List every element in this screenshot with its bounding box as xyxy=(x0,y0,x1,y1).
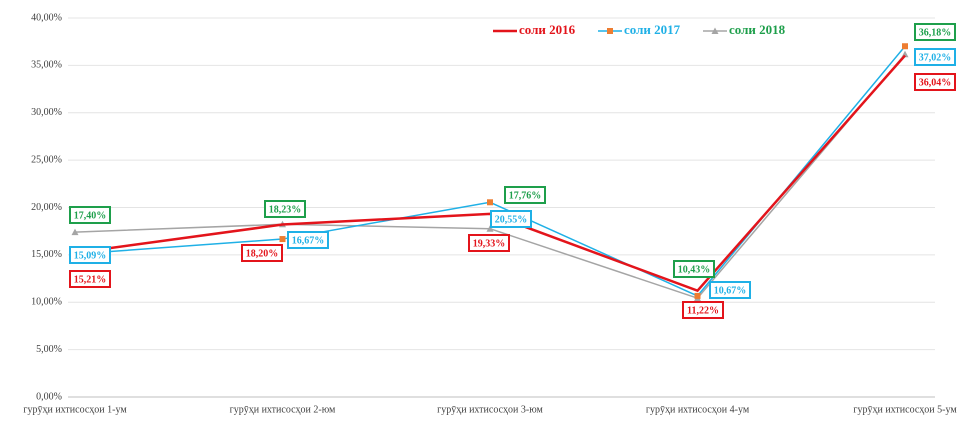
label-box xyxy=(490,210,532,228)
marker xyxy=(279,236,286,243)
data-label: 10,43% xyxy=(678,264,711,275)
data-label: 19,33% xyxy=(473,238,506,249)
data-label: 37,02% xyxy=(919,52,952,63)
legend-label: соли 2018 xyxy=(729,22,786,37)
x-tick-label: гурӯҳи ихтисосҳои 3-юм xyxy=(437,404,543,415)
label-box xyxy=(287,231,329,249)
y-tick-label: 0,00% xyxy=(36,391,62,402)
marker xyxy=(487,199,493,206)
y-tick-label: 30,00% xyxy=(31,107,62,118)
label-box xyxy=(673,260,715,278)
label-box xyxy=(914,48,956,66)
y-tick-label: 20,00% xyxy=(31,202,62,213)
x-tick-label: гурӯҳи ихтисосҳои 1-ум xyxy=(23,404,127,415)
label-box xyxy=(709,281,751,299)
data-label: 17,40% xyxy=(74,210,107,221)
label-box xyxy=(264,200,306,218)
data-label: 18,20% xyxy=(246,248,279,259)
data-label: 15,21% xyxy=(74,274,107,285)
label-box xyxy=(69,270,111,288)
legend-label: соли 2016 xyxy=(519,22,576,37)
series-line xyxy=(74,45,906,297)
legend-label: соли 2017 xyxy=(624,22,681,37)
label-box xyxy=(468,234,510,252)
legend-marker xyxy=(607,28,613,34)
label-box xyxy=(914,73,956,91)
x-tick-label: гурӯҳи ихтисосҳои 5-ум xyxy=(853,404,957,415)
marker xyxy=(486,225,494,232)
series-line xyxy=(74,54,906,293)
data-label: 16,67% xyxy=(292,235,325,246)
label-box xyxy=(682,301,724,319)
marker xyxy=(901,50,909,58)
data-label: 10,67% xyxy=(714,285,747,296)
data-label: 18,23% xyxy=(269,204,302,215)
marker xyxy=(694,292,701,299)
label-box xyxy=(69,206,111,224)
label-box xyxy=(69,246,111,264)
y-tick-label: 5,00% xyxy=(36,344,62,355)
y-tick-label: 25,00% xyxy=(31,154,62,165)
data-label: 15,09% xyxy=(74,250,107,261)
y-tick-label: 10,00% xyxy=(31,297,62,308)
data-label: 20,55% xyxy=(495,214,528,225)
marker xyxy=(71,228,79,236)
data-label: 36,18% xyxy=(919,27,952,38)
y-tick-label: 40,00% xyxy=(31,12,62,23)
series-line xyxy=(74,53,906,300)
y-tick-label: 35,00% xyxy=(31,60,62,71)
y-tick-label: 15,00% xyxy=(31,249,62,260)
label-box xyxy=(504,186,546,204)
label-box xyxy=(914,23,956,41)
x-tick-label: гурӯҳи ихтисосҳои 4-ум xyxy=(646,404,750,415)
data-label: 11,22% xyxy=(687,305,719,316)
label-box xyxy=(241,244,283,262)
marker xyxy=(902,43,908,50)
data-label: 17,76% xyxy=(509,190,542,201)
data-label: 36,04% xyxy=(919,77,952,88)
x-tick-label: гурӯҳи ихтисосҳои 2-юм xyxy=(230,404,336,415)
legend-marker xyxy=(711,27,719,34)
